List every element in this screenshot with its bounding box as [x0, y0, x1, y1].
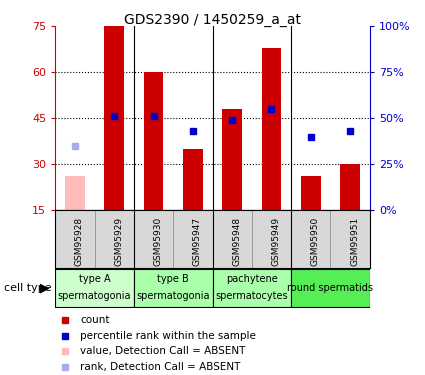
Text: rank, Detection Call = ABSENT: rank, Detection Call = ABSENT — [80, 362, 241, 372]
Text: spermatocytes: spermatocytes — [215, 291, 288, 302]
Text: GSM95948: GSM95948 — [232, 217, 241, 266]
Bar — [262, 48, 281, 210]
Text: GSM95930: GSM95930 — [153, 217, 162, 266]
Bar — [65, 176, 85, 210]
Text: spermatogonia: spermatogonia — [58, 291, 131, 302]
Text: GSM95949: GSM95949 — [272, 217, 280, 266]
Text: GDS2390 / 1450259_a_at: GDS2390 / 1450259_a_at — [124, 13, 301, 27]
Bar — [340, 164, 360, 210]
Text: cell type: cell type — [4, 283, 52, 293]
Bar — [222, 109, 242, 210]
Text: ▶: ▶ — [40, 281, 49, 294]
Text: GSM95950: GSM95950 — [311, 217, 320, 266]
Text: pachytene: pachytene — [226, 274, 278, 284]
Text: value, Detection Call = ABSENT: value, Detection Call = ABSENT — [80, 346, 246, 356]
Text: spermatogonia: spermatogonia — [136, 291, 210, 302]
Bar — [212, 269, 291, 307]
Bar — [301, 176, 320, 210]
Text: percentile rank within the sample: percentile rank within the sample — [80, 331, 256, 340]
Text: GSM95947: GSM95947 — [193, 217, 202, 266]
Text: GSM95929: GSM95929 — [114, 217, 123, 266]
Text: GSM95928: GSM95928 — [75, 217, 84, 266]
Bar — [134, 269, 212, 307]
Bar — [291, 269, 370, 307]
Text: GSM95951: GSM95951 — [350, 217, 359, 266]
Text: round spermatids: round spermatids — [287, 283, 374, 293]
Bar — [183, 149, 203, 210]
Bar — [105, 26, 124, 210]
Text: type B: type B — [157, 274, 189, 284]
Bar — [144, 72, 163, 210]
Bar — [55, 269, 134, 307]
Text: count: count — [80, 315, 110, 325]
Text: type A: type A — [79, 274, 110, 284]
